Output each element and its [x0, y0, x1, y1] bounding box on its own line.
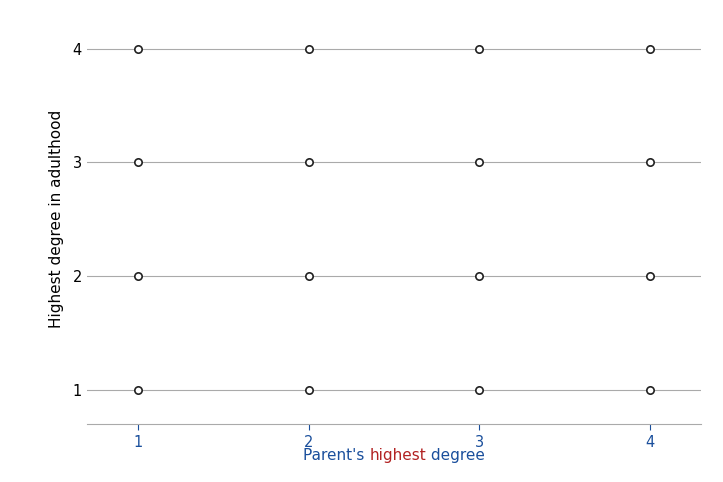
Point	[474, 45, 485, 53]
Point	[303, 45, 315, 53]
Point	[644, 386, 656, 394]
Point	[644, 272, 656, 280]
Point	[132, 272, 144, 280]
Point	[132, 386, 144, 394]
Text: Parent's: Parent's	[303, 448, 369, 463]
Y-axis label: Highest degree in adulthood: Highest degree in adulthood	[49, 110, 64, 328]
Text: highest: highest	[369, 448, 426, 463]
Point	[474, 159, 485, 166]
Text: degree: degree	[426, 448, 485, 463]
Point	[303, 272, 315, 280]
Point	[474, 272, 485, 280]
Point	[132, 45, 144, 53]
Point	[474, 386, 485, 394]
Point	[644, 45, 656, 53]
Point	[644, 159, 656, 166]
Point	[303, 159, 315, 166]
Point	[132, 159, 144, 166]
Point	[303, 386, 315, 394]
